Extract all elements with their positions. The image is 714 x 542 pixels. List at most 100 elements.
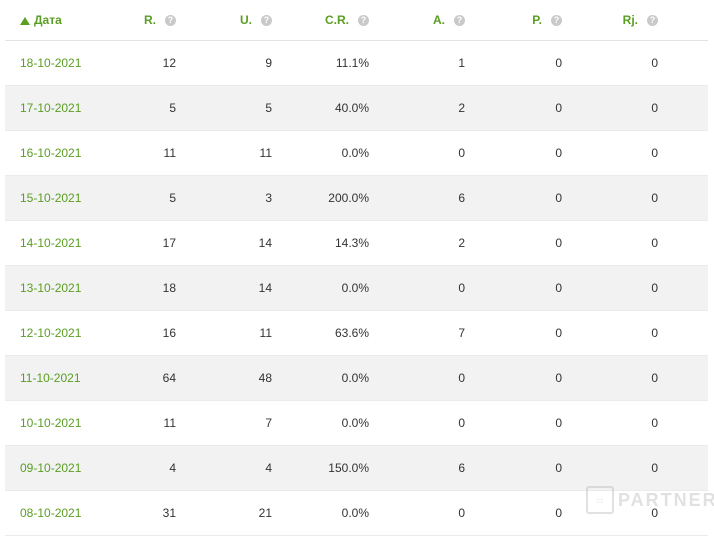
cell-cr: 11.1% [286,40,383,86]
column-header-u[interactable]: U.? [190,0,286,41]
table-row: 12-10-2021 16 11 63.6% 7 0 0 [5,310,708,356]
cell-p: 0 [479,130,576,176]
cell-r: 5 [93,85,190,131]
header-filler [672,0,708,41]
cell-u: 48 [190,355,286,401]
cell-u: 4 [190,445,286,491]
cell-r: 31 [93,490,190,536]
column-header-date[interactable]: Дата [5,0,93,41]
watermark-text: PARTNER [618,489,714,510]
cell-a: 6 [383,175,479,221]
column-header-label: U. [240,13,252,27]
cell-date[interactable]: 14-10-2021 [5,220,93,266]
table-row: 13-10-2021 18 14 0.0% 0 0 0 [5,265,708,311]
column-header-rj[interactable]: Rj.? [576,0,672,41]
cell-r: 64 [93,355,190,401]
cell-r: 16 [93,310,190,356]
help-icon[interactable]: ? [358,15,369,26]
cell-cr: 0.0% [286,130,383,176]
cell-date[interactable]: 09-10-2021 [5,445,93,491]
chat-bubble-icon: ▭ [586,486,614,514]
cell-date[interactable]: 18-10-2021 [5,40,93,86]
cell-rj: 0 [576,490,672,536]
stats-table-container: Дата R.? U.? C.R.? A.? P.? Rj.? 18-10-2021 12 9 1… [5,0,708,536]
cell-r: 17 [93,220,190,266]
table-header: Дата R.? U.? C.R.? A.? P.? Rj.? [5,0,708,41]
cell-p: 0 [479,355,576,401]
stats-table: Дата R.? U.? C.R.? A.? P.? Rj.? 18-10-2021 12 9 1… [5,0,708,536]
cell-date[interactable]: 15-10-2021 [5,175,93,221]
table-row: 14-10-2021 17 14 14.3% 2 0 0 [5,220,708,266]
table-row: 09-10-2021 4 4 150.0% 6 0 0 [5,445,708,491]
help-icon[interactable]: ? [454,15,465,26]
help-icon[interactable]: ? [551,15,562,26]
cell-cr: 40.0% [286,85,383,131]
cell-date[interactable]: 13-10-2021 [5,265,93,311]
cell-rj: 0 [576,400,672,446]
cell-rj: 0 [576,175,672,221]
cell-cr: 0.0% [286,265,383,311]
cell-cr: 0.0% [286,400,383,446]
help-icon[interactable]: ? [165,15,176,26]
row-filler [672,85,708,131]
cell-cr: 0.0% [286,355,383,401]
table-row: 10-10-2021 11 7 0.0% 0 0 0 [5,400,708,446]
cell-date[interactable]: 17-10-2021 [5,85,93,131]
cell-r: 12 [93,40,190,86]
cell-u: 14 [190,220,286,266]
row-filler [672,265,708,311]
row-filler [672,220,708,266]
cell-date[interactable]: 10-10-2021 [5,400,93,446]
cell-u: 9 [190,40,286,86]
cell-rj: 0 [576,445,672,491]
cell-u: 3 [190,175,286,221]
cell-rj: 0 [576,265,672,311]
cell-u: 11 [190,310,286,356]
cell-a: 0 [383,130,479,176]
table-body: 18-10-2021 12 9 11.1% 1 0 0 17-10-2021 5 5 40.0% 2 0… [5,40,708,536]
row-filler [672,310,708,356]
column-header-r[interactable]: R.? [93,0,190,41]
column-header-label: Дата [34,13,62,27]
cell-rj: 0 [576,220,672,266]
cell-p: 0 [479,220,576,266]
cell-rj: 0 [576,355,672,401]
cell-a: 6 [383,445,479,491]
cell-p: 0 [479,445,576,491]
row-filler [672,175,708,221]
cell-date[interactable]: 11-10-2021 [5,355,93,401]
help-icon[interactable]: ? [261,15,272,26]
cell-r: 4 [93,445,190,491]
table-row: 15-10-2021 5 3 200.0% 6 0 0 [5,175,708,221]
cell-a: 0 [383,355,479,401]
cell-a: 2 [383,85,479,131]
cell-rj: 0 [576,85,672,131]
cell-date[interactable]: 16-10-2021 [5,130,93,176]
column-header-a[interactable]: A.? [383,0,479,41]
cell-r: 5 [93,175,190,221]
cell-u: 21 [190,490,286,536]
cell-date[interactable]: 12-10-2021 [5,310,93,356]
partner-watermark: ▭ PARTNER [586,486,714,514]
table-row: 17-10-2021 5 5 40.0% 2 0 0 [5,85,708,131]
cell-date[interactable]: 08-10-2021 [5,490,93,536]
row-filler [672,445,708,491]
cell-r: 11 [93,400,190,446]
column-header-label: R. [144,13,156,27]
cell-rj: 0 [576,40,672,86]
help-icon[interactable]: ? [647,15,658,26]
row-filler [672,130,708,176]
cell-rj: 0 [576,130,672,176]
cell-a: 1 [383,40,479,86]
table-row: 18-10-2021 12 9 11.1% 1 0 0 [5,40,708,86]
column-header-label: A. [433,13,445,27]
column-header-cr[interactable]: C.R.? [286,0,383,41]
cell-u: 11 [190,130,286,176]
cell-cr: 150.0% [286,445,383,491]
column-header-p[interactable]: P.? [479,0,576,41]
cell-p: 0 [479,400,576,446]
cell-rj: 0 [576,310,672,356]
column-header-label: Rj. [622,13,638,27]
cell-cr: 63.6% [286,310,383,356]
cell-cr: 0.0% [286,490,383,536]
